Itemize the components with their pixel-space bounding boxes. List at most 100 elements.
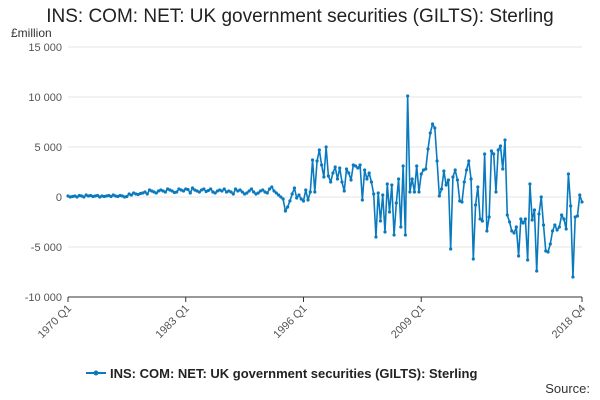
data-point[interactable] (437, 194, 441, 198)
data-point[interactable] (503, 138, 507, 142)
data-point[interactable] (455, 178, 460, 182)
data-point[interactable] (381, 193, 385, 197)
data-point[interactable] (537, 212, 541, 216)
data-point[interactable] (288, 199, 292, 203)
data-point[interactable] (548, 242, 552, 246)
data-point[interactable] (154, 191, 158, 195)
data-point[interactable] (562, 217, 566, 221)
data-point[interactable] (546, 250, 550, 254)
data-point[interactable] (449, 247, 453, 251)
data-point[interactable] (265, 191, 269, 195)
data-point[interactable] (417, 190, 421, 194)
data-point[interactable] (424, 167, 428, 171)
data-point[interactable] (342, 189, 346, 193)
data-point[interactable] (197, 190, 201, 194)
data-point[interactable] (519, 217, 523, 221)
data-point[interactable] (231, 192, 235, 196)
data-point[interactable] (190, 186, 195, 190)
data-point[interactable] (313, 190, 317, 194)
data-point[interactable] (170, 189, 174, 193)
data-point[interactable] (469, 177, 473, 181)
data-point[interactable] (392, 233, 396, 237)
data-point[interactable] (462, 180, 466, 184)
data-point[interactable] (426, 147, 430, 151)
data-point[interactable] (82, 195, 86, 199)
data-point[interactable] (415, 164, 419, 168)
data-point[interactable] (406, 94, 410, 98)
data-point[interactable] (175, 190, 179, 194)
data-point[interactable] (467, 159, 471, 163)
data-point[interactable] (272, 189, 276, 193)
data-point[interactable] (145, 192, 149, 196)
data-point[interactable] (356, 166, 360, 170)
data-point[interactable] (489, 149, 494, 153)
data-point[interactable] (569, 204, 573, 208)
data-point[interactable] (229, 190, 233, 194)
data-point[interactable] (553, 223, 557, 227)
data-point[interactable] (270, 185, 274, 189)
data-point[interactable] (435, 159, 439, 163)
data-point[interactable] (460, 200, 464, 204)
data-point[interactable] (526, 258, 530, 262)
data-point[interactable] (301, 199, 306, 203)
data-point[interactable] (256, 191, 260, 195)
data-point[interactable] (535, 269, 539, 273)
data-point[interactable] (349, 178, 353, 182)
data-point[interactable] (523, 217, 527, 221)
data-point[interactable] (566, 172, 571, 176)
data-point[interactable] (329, 180, 333, 184)
data-point[interactable] (283, 209, 287, 213)
data-point[interactable] (238, 188, 242, 192)
data-point[interactable] (240, 190, 244, 194)
data-point[interactable] (403, 233, 407, 237)
data-point[interactable] (338, 166, 342, 170)
data-point[interactable] (557, 225, 561, 229)
data-point[interactable] (340, 180, 344, 184)
data-point[interactable] (202, 187, 206, 191)
data-point[interactable] (186, 187, 190, 192)
data-point[interactable] (539, 195, 543, 199)
data-point[interactable] (304, 188, 308, 192)
data-point[interactable] (335, 177, 340, 181)
data-point[interactable] (471, 257, 475, 261)
data-point[interactable] (365, 177, 369, 181)
data-point[interactable] (233, 187, 238, 191)
data-point[interactable] (374, 235, 378, 239)
data-point[interactable] (564, 227, 568, 231)
data-point[interactable] (295, 196, 299, 200)
data-point[interactable] (206, 188, 210, 193)
data-point[interactable] (331, 171, 335, 175)
data-point[interactable] (401, 164, 405, 168)
data-point[interactable] (541, 223, 546, 227)
data-point[interactable] (209, 187, 213, 191)
data-point[interactable] (247, 189, 251, 193)
data-point[interactable] (125, 194, 129, 199)
data-point[interactable] (428, 131, 432, 135)
data-point[interactable] (517, 254, 521, 258)
data-point[interactable] (473, 203, 478, 207)
data-point[interactable] (385, 182, 389, 186)
data-point[interactable] (367, 171, 371, 175)
data-point[interactable] (378, 219, 383, 223)
data-point[interactable] (480, 219, 484, 223)
data-point[interactable] (249, 187, 254, 191)
data-point[interactable] (129, 193, 133, 197)
data-point[interactable] (333, 165, 337, 169)
data-point[interactable] (501, 167, 505, 171)
data-point[interactable] (279, 195, 283, 199)
data-point[interactable] (299, 197, 303, 201)
data-point[interactable] (396, 177, 401, 181)
data-point[interactable] (498, 144, 503, 148)
data-point[interactable] (261, 188, 265, 192)
data-point[interactable] (322, 175, 326, 179)
data-point[interactable] (507, 220, 512, 224)
data-point[interactable] (363, 168, 367, 172)
data-point[interactable] (514, 225, 518, 229)
data-point[interactable] (347, 171, 351, 175)
data-point[interactable] (464, 168, 469, 172)
data-point[interactable] (109, 194, 113, 199)
data-point[interactable] (188, 191, 192, 195)
data-point[interactable] (492, 152, 496, 156)
data-point[interactable] (324, 145, 328, 149)
data-point[interactable] (580, 200, 584, 204)
